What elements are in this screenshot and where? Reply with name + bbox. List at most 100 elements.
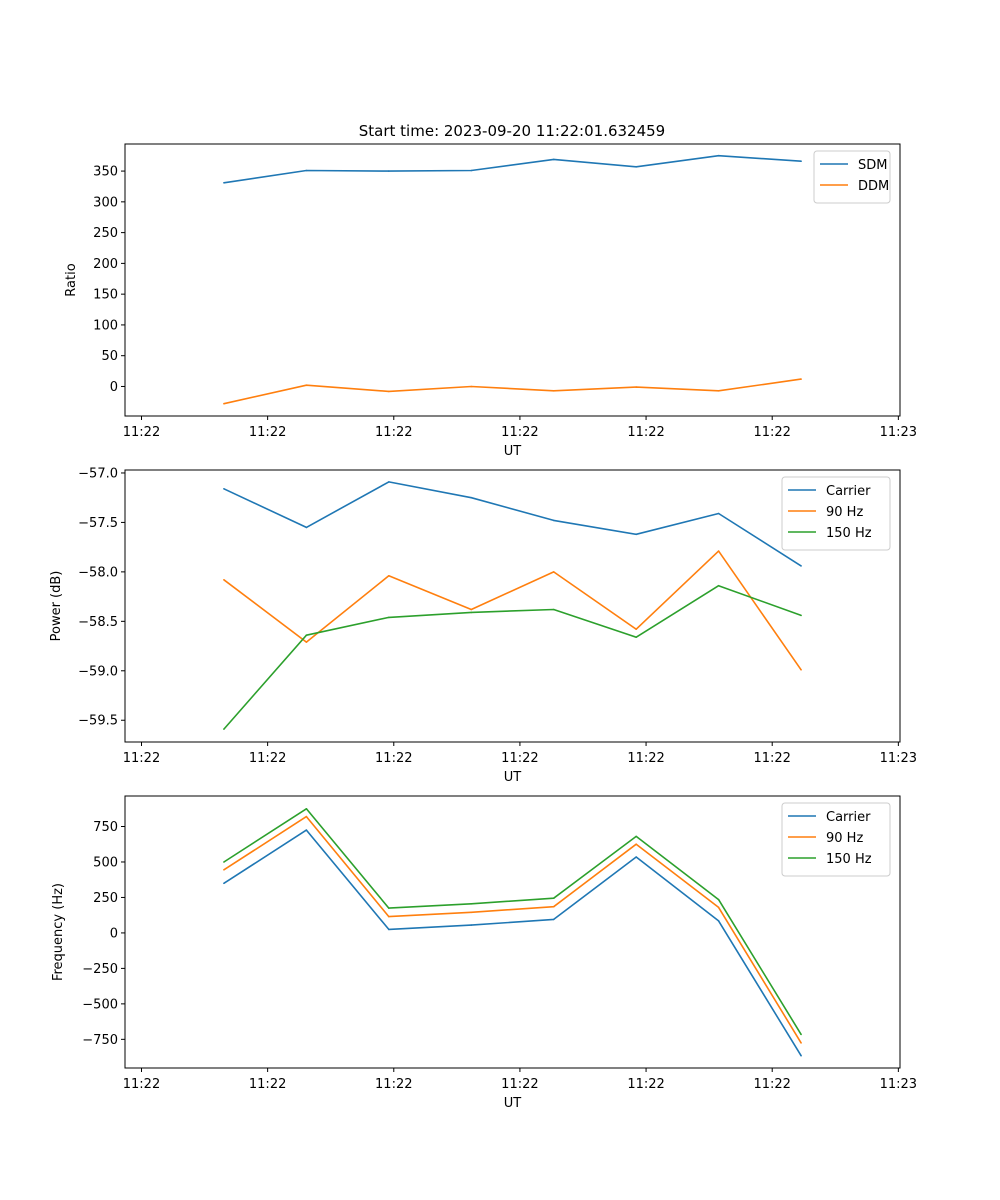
panel-3-point	[388, 928, 390, 931]
panel-1-point	[388, 390, 390, 393]
panel-1-series-sdm	[223, 154, 802, 184]
panel-3-point	[800, 1033, 802, 1036]
panel-2-axes-frame	[124, 469, 901, 743]
panel-3: 11:22 11:22 11:22 11:22 11:22 11:22 11:23 −750 −…	[51, 795, 917, 1111]
panel-3-point	[223, 869, 225, 871]
panel-2-x-tick-label: 11:23	[880, 751, 917, 766]
panel-2-point	[552, 571, 555, 573]
panel-3-axes-frame	[124, 795, 901, 1069]
panel-2-point	[305, 634, 308, 636]
panel-2-point	[635, 636, 637, 638]
panel-2-point	[800, 614, 802, 617]
panel-3-point	[552, 905, 555, 908]
panel-3-point	[223, 882, 225, 885]
panel-1-point	[223, 402, 225, 405]
panel-1-y-tick-label: 50	[101, 349, 118, 364]
panel-2-point	[305, 526, 308, 529]
panel-2-point	[388, 575, 390, 577]
panel-2-point	[635, 628, 637, 630]
panel-3-y-tick-label: −750	[82, 1033, 118, 1048]
panel-2-point	[470, 611, 473, 614]
panel-3-point	[717, 906, 720, 909]
panel-3-point	[552, 918, 555, 921]
panel-3-x-tick-label: 11:22	[123, 1077, 160, 1092]
panel-2-y-tick-label: −58.0	[78, 565, 118, 580]
panel-1-y-tick-label: 100	[93, 318, 118, 333]
panel-2-point	[305, 641, 308, 643]
panel-1-y-tick-label: 250	[93, 226, 118, 241]
panel-2-y-tick-label: −59.0	[78, 664, 118, 679]
panel-2-point	[223, 728, 225, 730]
panel-2-y-tick-label: −59.5	[78, 714, 118, 729]
panel-1-y-tick-label: 0	[110, 380, 118, 395]
panel-3-y-tick-label: 500	[93, 855, 118, 870]
panel-1-point	[800, 378, 802, 380]
panel-1-point	[305, 169, 308, 172]
panel-2-y-axis-label: Power (dB)	[49, 571, 64, 642]
panel-3-x-tick-label: 11:22	[249, 1077, 286, 1092]
panel-3-point	[223, 861, 225, 863]
panel-2-x-tick-label: 11:22	[753, 751, 790, 766]
panel-3-point	[305, 815, 308, 818]
panel-3-point	[635, 843, 637, 845]
panel-2-x-tick-label: 11:22	[375, 751, 412, 766]
panel-3-y-tick-label: 250	[93, 891, 118, 906]
panel-2-series-150-hz	[223, 584, 802, 730]
panel-2-point	[717, 512, 720, 515]
panel-2-x-axis-label: UT	[504, 770, 522, 785]
panel-1-point	[635, 386, 637, 388]
panel-2-point	[800, 669, 802, 671]
panel-3-point	[635, 835, 637, 838]
panel-1-y-tick-label: 350	[93, 165, 118, 180]
panel-1-legend: SDM DDM	[813, 150, 891, 204]
panel-1: 11:22 11:22 11:22 11:22 11:22 11:22 11:23 0 50 10…	[64, 143, 917, 459]
panel-1-point	[717, 154, 720, 157]
panel-1-x-tick-label: 11:22	[753, 425, 790, 440]
panel-1-y-axis-label: Ratio	[64, 263, 79, 296]
panel-2-point	[223, 579, 225, 581]
panel-2-point	[800, 565, 802, 567]
panel-3-y-axis-label: Frequency (Hz)	[51, 883, 66, 981]
panel-2-point	[223, 488, 225, 490]
panel-3-x-tick-label: 11:23	[880, 1077, 917, 1092]
panel-3-point	[470, 911, 473, 914]
panel-2-point	[635, 533, 637, 536]
panel-3-series-carrier	[223, 829, 802, 1057]
panel-2-point	[717, 550, 720, 552]
panel-1-point	[635, 166, 637, 168]
panel-2-legend: Carrier 90 Hz 150 Hz	[781, 476, 891, 551]
panel-1-point	[717, 390, 720, 392]
panel-3-legend-label: 90 Hz	[826, 831, 863, 846]
panel-3-y-tick-label: −250	[82, 962, 118, 977]
panel-3-y-tick-label: 750	[93, 820, 118, 835]
panel-3-point	[305, 829, 308, 831]
panel-2-y-tick-label: −57.5	[78, 516, 118, 531]
panel-3-legend: Carrier 90 Hz 150 Hz	[781, 802, 891, 877]
panel-3-x-axis-label: UT	[504, 1096, 522, 1111]
panel-3-legend-label: 150 Hz	[826, 852, 872, 867]
panel-1-point	[470, 385, 473, 388]
panel-2-legend-label: 90 Hz	[826, 505, 863, 520]
panel-2-y-tick-label: −57.0	[78, 466, 118, 481]
panel-2-point	[552, 519, 555, 522]
panel-2-point	[552, 608, 555, 611]
panel-1-legend-label: SDM	[858, 158, 887, 173]
panel-1-point	[388, 170, 390, 172]
panel-1-point	[800, 160, 802, 162]
panel-2-point	[717, 584, 720, 587]
panel-3-series-150-hz	[223, 807, 802, 1035]
panel-1-x-tick-label: 11:22	[627, 425, 664, 440]
panel-3-point	[388, 907, 390, 909]
panel-3-point	[388, 915, 390, 918]
panel-2-point	[388, 616, 390, 619]
panel-1-point	[470, 169, 473, 172]
panel-3-y-tick-label: 0	[110, 926, 118, 941]
panel-2-point	[470, 608, 473, 611]
panel-1-point	[552, 390, 555, 392]
panel-3-x-tick-label: 11:22	[375, 1077, 412, 1092]
panel-1-axes-frame	[124, 143, 901, 417]
panel-3-point	[305, 808, 308, 810]
panel-1-x-tick-label: 11:22	[123, 425, 160, 440]
panel-3-point	[470, 903, 473, 905]
panel-1-x-tick-label: 11:23	[880, 425, 917, 440]
